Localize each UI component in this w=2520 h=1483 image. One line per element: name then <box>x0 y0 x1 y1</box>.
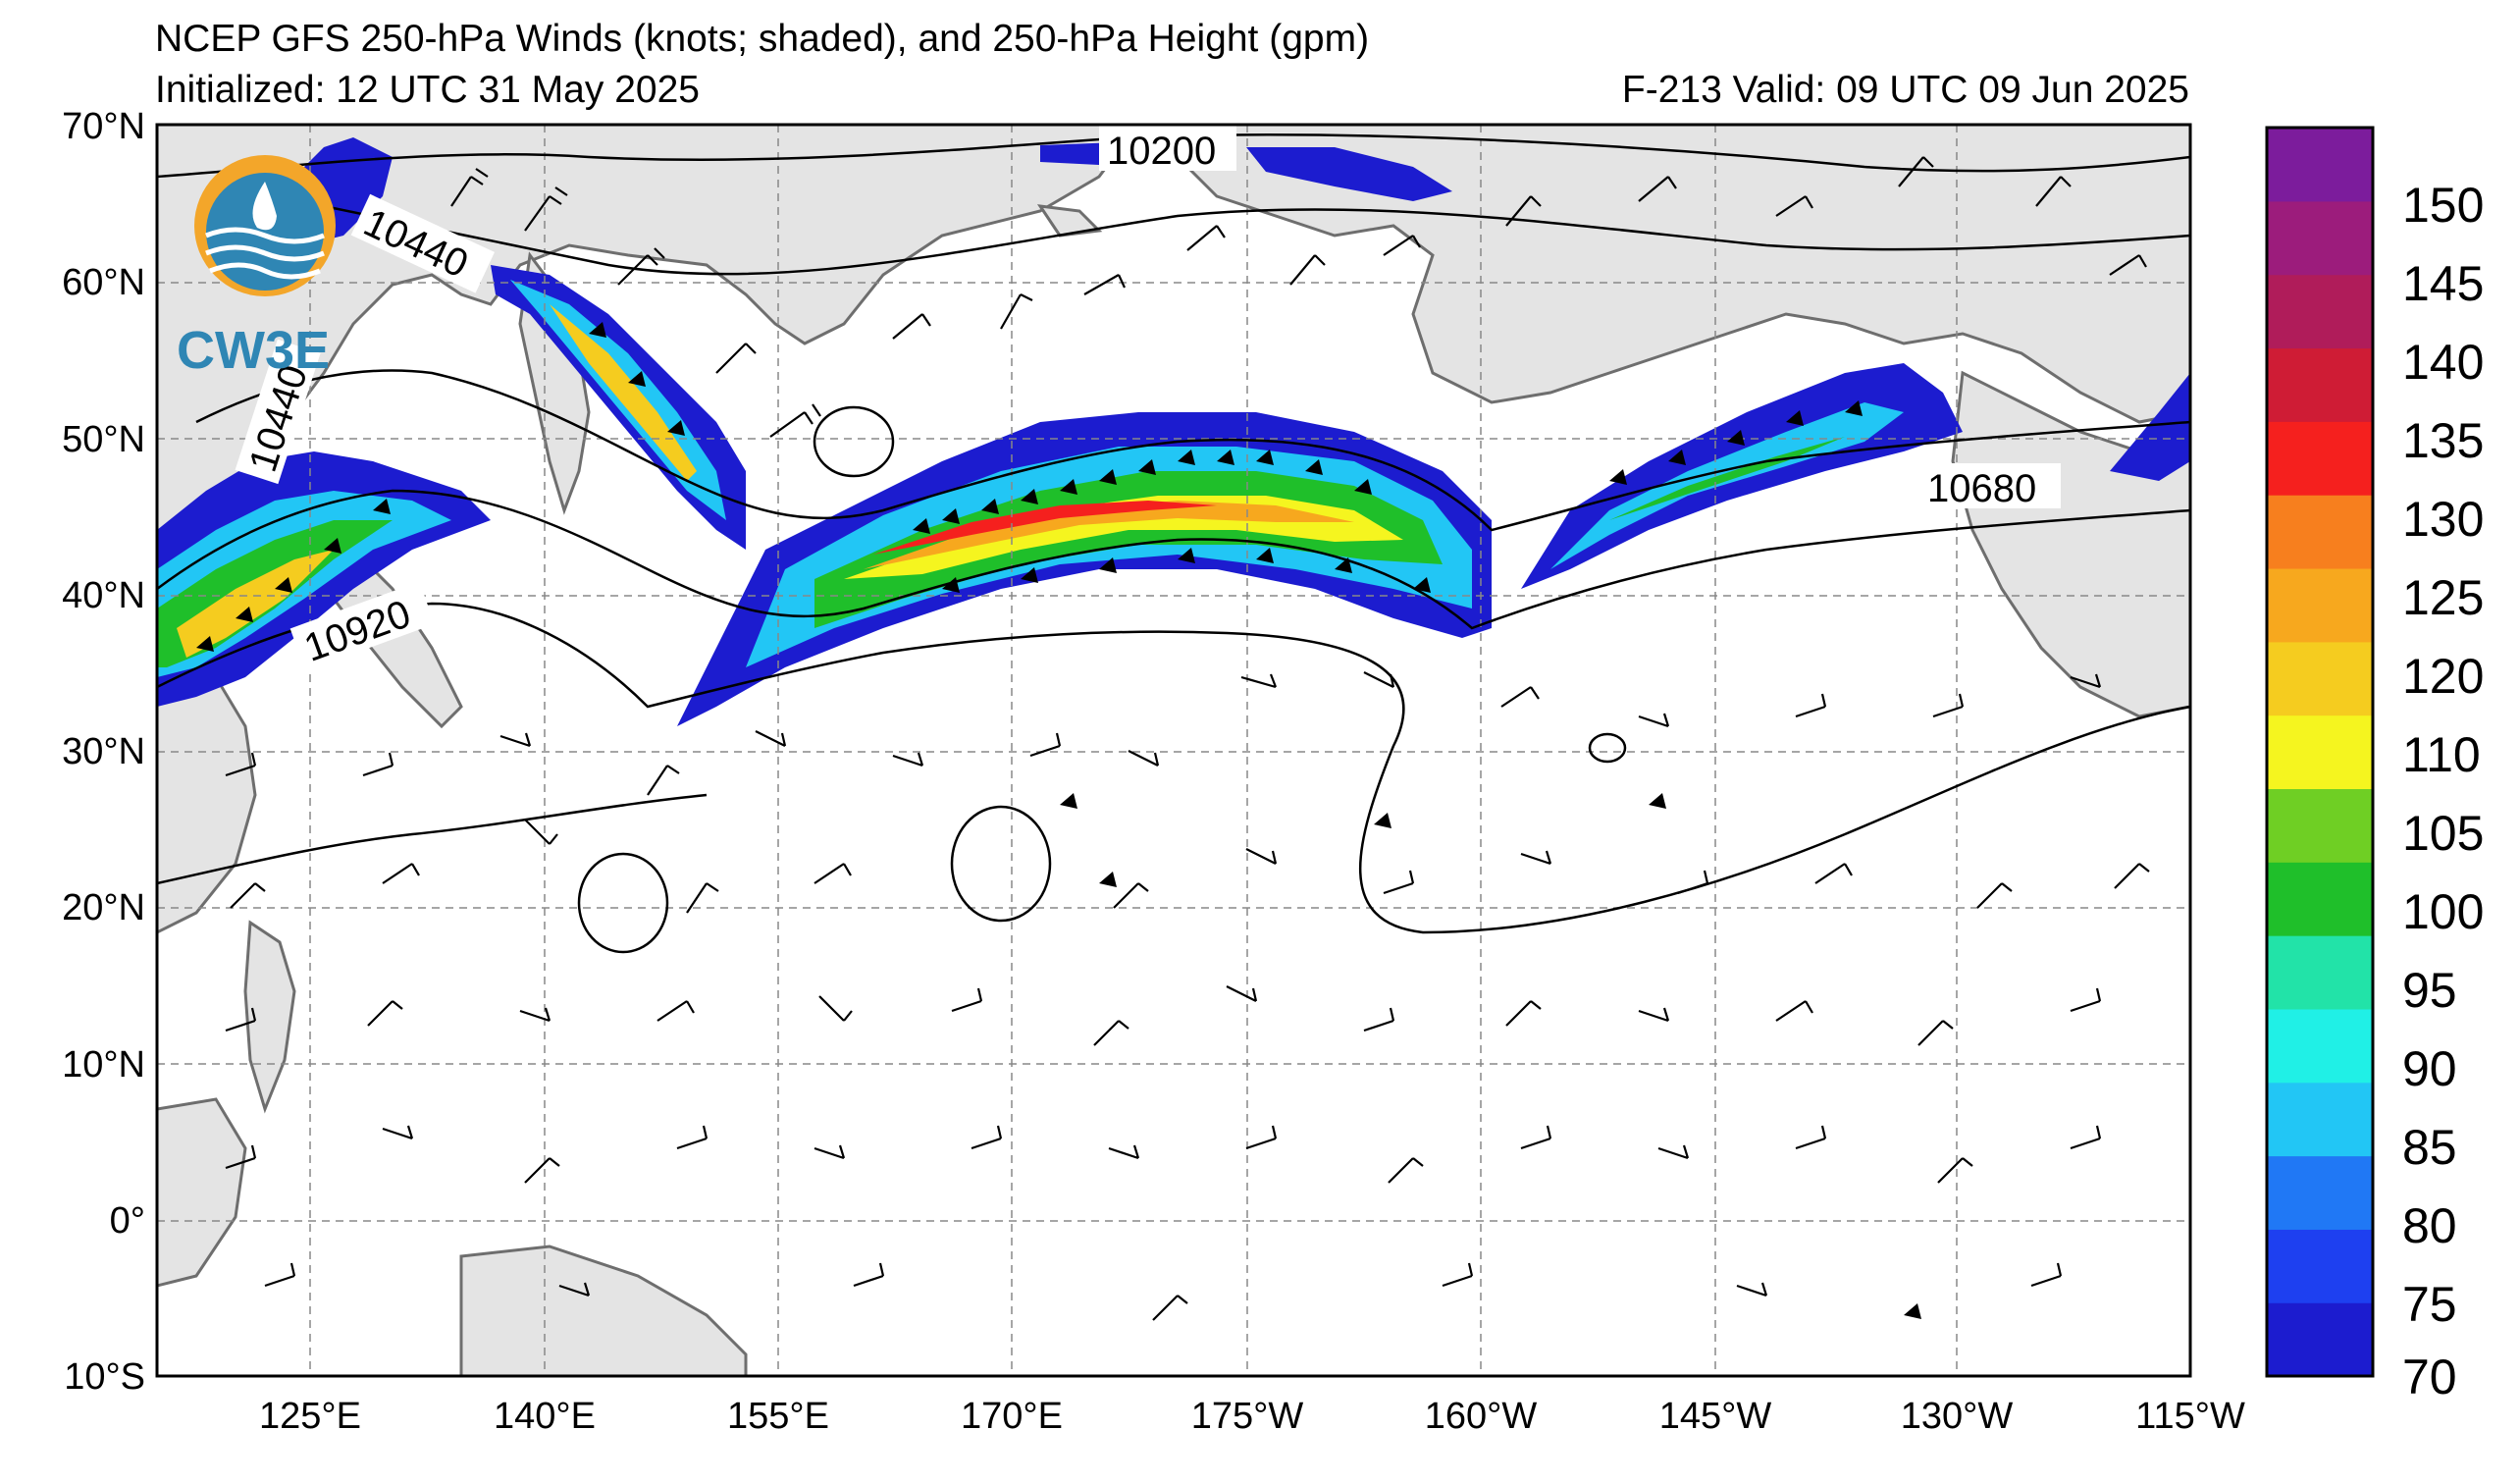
colorbar-tick-105: 105 <box>2402 806 2484 861</box>
contour-label-10680: 10680 <box>1927 467 2036 510</box>
colorbar-tick-95: 95 <box>2402 963 2457 1018</box>
colorbar-segment <box>2267 495 2373 569</box>
initialized-time: Initialized: 12 UTC 31 May 2025 <box>155 69 700 111</box>
height-contours <box>157 133 2190 954</box>
colorbar-segment <box>2267 641 2373 716</box>
cw3e-logo: CW3E <box>177 155 336 380</box>
wind-barbs <box>225 156 2150 1321</box>
colorbar-labels: 150 145 140 135 130 125 120 110 105 100 … <box>2402 178 2484 1404</box>
land-bering-islands <box>1036 204 1103 238</box>
colorbar-segment <box>2267 200 2373 276</box>
colorbar-tick-120: 120 <box>2402 649 2484 704</box>
colorbar-segment <box>2267 1155 2373 1230</box>
colorbar-tick-125: 125 <box>2402 570 2484 625</box>
lon-label-155e: 155°E <box>727 1396 829 1437</box>
lat-label-70n: 70°N <box>62 106 145 147</box>
lon-label-140e: 140°E <box>494 1396 596 1437</box>
colorbar-tick-80: 80 <box>2402 1198 2457 1253</box>
contour-label-10200: 10200 <box>1107 130 1216 173</box>
jet-shading <box>157 137 2190 726</box>
colorbar-tick-100: 100 <box>2402 884 2484 939</box>
lat-label-40n: 40°N <box>62 575 145 616</box>
lon-label-160w: 160°W <box>1425 1396 1538 1437</box>
colorbar-tick-150: 150 <box>2402 178 2484 233</box>
graticule <box>157 125 2190 1376</box>
colorbar-segment <box>2267 1082 2373 1157</box>
colorbar-frame <box>2265 126 2375 1378</box>
colorbar-tick-135: 135 <box>2402 413 2484 468</box>
logo-text: CW3E <box>177 321 330 380</box>
colorbar-segment <box>2267 1229 2373 1303</box>
colorbar <box>2267 128 2373 1377</box>
ocean-background <box>157 125 2190 1376</box>
land-alaska <box>1176 125 2190 424</box>
latitude-labels: 70°N 60°N 50°N 40°N 30°N 20°N 10°N 0° 10… <box>62 106 145 1398</box>
colorbar-segment <box>2267 788 2373 863</box>
lat-label-20n: 20°N <box>62 887 145 928</box>
colorbar-segment <box>2267 935 2373 1010</box>
colorbar-tick-90: 90 <box>2402 1041 2457 1096</box>
lat-label-0: 0° <box>110 1200 145 1242</box>
map-area: 10200 10440 10440 10920 10680 CW3E <box>157 125 2190 1376</box>
lon-label-130w: 130°W <box>1901 1396 2014 1437</box>
longitude-labels: 125°E 140°E 155°E 170°E 175°W 160°W 145°… <box>259 1396 2245 1437</box>
colorbar-tick-70: 70 <box>2402 1350 2457 1404</box>
land-philippines <box>243 920 296 1114</box>
colorbar-tick-140: 140 <box>2402 335 2484 390</box>
lat-label-50n: 50°N <box>62 419 145 460</box>
lat-label-30n: 30°N <box>62 731 145 772</box>
valid-time: F-213 Valid: 09 UTC 09 Jun 2025 <box>1621 69 2189 111</box>
colorbar-segment <box>2267 128 2373 202</box>
lat-label-10s: 10°S <box>64 1356 145 1398</box>
colorbar-tick-145: 145 <box>2402 256 2484 311</box>
colorbar-tick-110: 110 <box>2402 727 2481 782</box>
contour-labels: 10200 10440 10440 10920 10680 <box>235 126 2061 671</box>
lon-label-170e: 170°E <box>961 1396 1063 1437</box>
colorbar-tick-130: 130 <box>2402 492 2484 547</box>
map-title: NCEP GFS 250-hPa Winds (knots; shaded), … <box>155 18 1370 60</box>
wind-barb-pennants <box>196 322 1921 1319</box>
land-new-guinea <box>459 1245 748 1376</box>
colorbar-tick-75: 75 <box>2402 1277 2457 1332</box>
lat-label-60n: 60°N <box>62 262 145 303</box>
map-frame <box>155 123 2192 1378</box>
colorbar-segment <box>2267 421 2373 496</box>
colorbar-segment <box>2267 347 2373 422</box>
colorbar-segment <box>2267 1302 2373 1377</box>
colorbar-tick-85: 85 <box>2402 1120 2457 1175</box>
colorbar-segment <box>2267 567 2373 643</box>
colorbar-segment <box>2267 715 2373 790</box>
land-borneo-indonesia <box>157 1097 247 1288</box>
colorbar-segment <box>2267 274 2373 349</box>
colorbar-segment <box>2267 1008 2373 1084</box>
lon-label-115w: 115°W <box>2135 1396 2245 1437</box>
lon-label-125e: 125°E <box>259 1396 361 1437</box>
lat-label-10n: 10°N <box>62 1044 145 1086</box>
lon-label-175w: 175°W <box>1191 1396 1304 1437</box>
lon-label-145w: 145°W <box>1659 1396 1772 1437</box>
colorbar-segment <box>2267 862 2373 936</box>
